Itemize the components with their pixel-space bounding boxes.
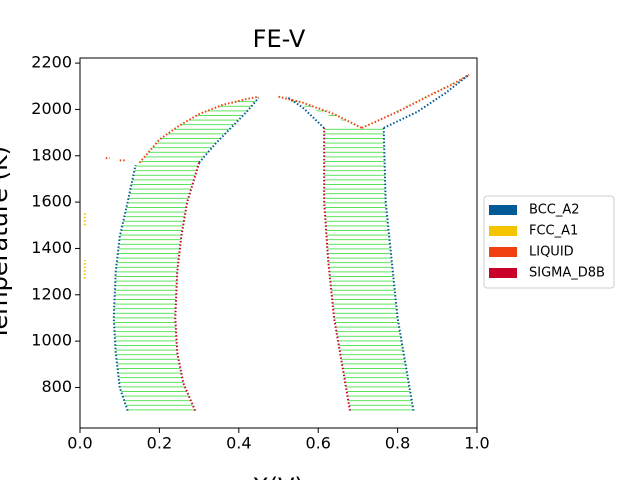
- two-phase-region: [278, 74, 470, 128]
- x-tick-label: 0.8: [385, 434, 410, 453]
- legend-swatch: [489, 247, 517, 257]
- legend-swatch: [489, 268, 517, 278]
- y-tick-label: 2000: [31, 99, 72, 118]
- y-tick-label: 1200: [31, 284, 72, 303]
- phase-boundary: [323, 127, 351, 411]
- legend-label: BCC_A2: [529, 203, 580, 218]
- phase-boundary: [383, 73, 470, 129]
- y-axis-label: Temperature (K): [0, 146, 13, 341]
- chart-title: FE-V: [253, 25, 306, 53]
- phase-boundary: [382, 127, 415, 411]
- y-tick-label: 1000: [31, 331, 72, 350]
- y-tick-label: 1800: [31, 145, 72, 164]
- plot-frame: [79, 57, 478, 429]
- x-tick-label: 1.0: [464, 434, 489, 453]
- phase-boundary: [174, 162, 201, 412]
- phase-boundary: [138, 95, 259, 164]
- x-tick-label: 0.6: [305, 434, 330, 453]
- legend: BCC_A2 FCC_A1 LIQUID SIGMA_D8B: [483, 195, 615, 289]
- y-tick-label: 2200: [31, 53, 72, 72]
- two-phase-region: [324, 127, 414, 411]
- x-tick-label: 0.2: [147, 434, 172, 453]
- y-tick-label: 1400: [31, 238, 72, 257]
- two-phase-region: [139, 96, 259, 163]
- phase-boundary: [361, 73, 470, 129]
- x-axis-label: X(V): [252, 473, 304, 480]
- legend-swatch: [489, 226, 517, 236]
- x-tick-label: 0.4: [226, 434, 251, 453]
- legend-label: LIQUID: [529, 245, 574, 260]
- two-phase-region: [113, 162, 200, 411]
- legend-swatch: [489, 205, 517, 215]
- phase-boundary: [278, 95, 363, 129]
- x-tick-label: 0.0: [67, 434, 92, 453]
- legend-label: FCC_A1: [529, 224, 578, 239]
- y-tick-label: 1600: [31, 192, 72, 211]
- legend-label: SIGMA_D8B: [529, 266, 605, 281]
- legend-frame: [483, 195, 615, 289]
- y-tick-label: 800: [41, 377, 72, 396]
- phase-boundary: [285, 95, 325, 129]
